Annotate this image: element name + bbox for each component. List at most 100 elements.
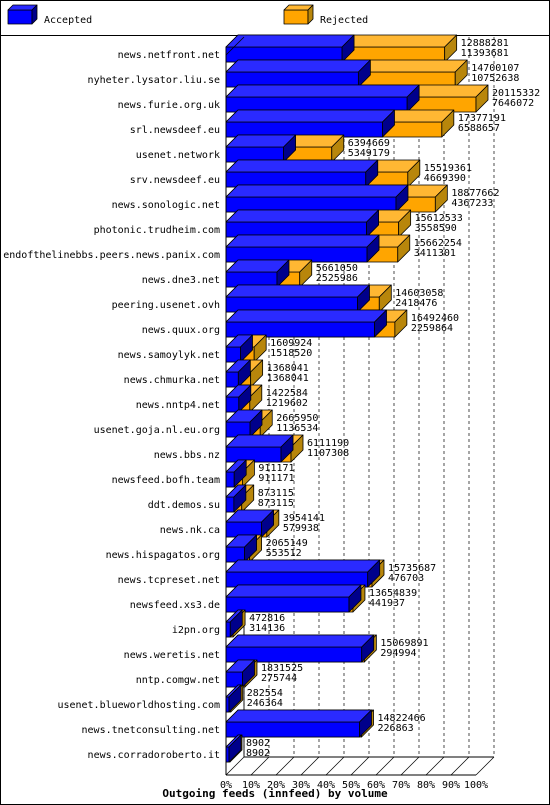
bar-accepted-side (374, 309, 387, 338)
category-label: usenet.network (136, 150, 220, 161)
bars (225, 34, 489, 763)
category-label: srl.newsdeef.eu (130, 125, 220, 136)
bar-accepted-front (225, 496, 235, 513)
value-label-accepted: 2065149 (266, 538, 308, 549)
value-label-accepted: 20115332 (492, 88, 540, 99)
value-label-rejected: 911171 (258, 473, 294, 484)
bar-accepted-top (225, 309, 387, 323)
bar-rejected-side (250, 359, 264, 388)
x-tick-label: 20% (267, 780, 285, 791)
bar-accepted-side (341, 34, 355, 63)
grid-line-floor (425, 756, 445, 776)
bar-accepted-side (395, 184, 409, 213)
grid-line-floor (375, 756, 395, 776)
bar-accepted-side (366, 234, 380, 263)
category-label: news.hispagatos.org (106, 550, 220, 561)
bar-accepted-top (225, 584, 362, 598)
value-label-rejected: 1219602 (266, 398, 308, 409)
bar-accepted-side (233, 459, 247, 488)
grid-line-floor (450, 756, 470, 776)
value-label-accepted: 873115 (258, 488, 294, 499)
x-tick-label: 80% (417, 780, 435, 791)
bar-accepted-side (228, 734, 242, 763)
bar-accepted (225, 559, 381, 588)
category-label: news.netfront.net (118, 50, 220, 61)
value-label-rejected: 314136 (249, 623, 285, 634)
bar-accepted (225, 484, 247, 513)
bar-accepted (225, 234, 380, 263)
category-label: news.tcpreset.net (118, 575, 220, 586)
bar-rejected-side (394, 309, 408, 338)
x-tick-label: 30% (292, 780, 310, 791)
bar-accepted-front (225, 721, 360, 738)
value-label-accepted: 5661050 (316, 263, 358, 274)
bar-rejected-side (331, 134, 345, 163)
legend-swatch-rejected (283, 4, 314, 25)
value-label-rejected: 3558590 (415, 223, 457, 234)
bar-rejected-side (441, 109, 455, 138)
bar-accepted (225, 59, 371, 88)
bar-accepted-top (225, 559, 381, 573)
bar-accepted-side (238, 384, 252, 413)
value-label-accepted: 1368041 (267, 363, 309, 374)
value-label-rejected: 226863 (378, 723, 414, 734)
bar-accepted-top (225, 59, 371, 73)
value-label-rejected: 2259864 (411, 323, 453, 334)
bar-accepted-side (366, 209, 379, 238)
value-label-accepted: 18877662 (451, 188, 499, 199)
value-label-accepted: 15519361 (424, 163, 472, 174)
value-label-rejected: 6588657 (458, 123, 500, 134)
value-label-accepted: 911171 (258, 463, 294, 474)
category-label: usenet.goja.nl.eu.org (94, 425, 220, 436)
bar-accepted-front (225, 371, 239, 388)
bar-accepted-side (228, 684, 242, 713)
bar-accepted-top (225, 209, 379, 223)
bar-accepted (225, 334, 253, 363)
value-label-rejected: 246364 (247, 698, 283, 709)
bar-accepted-top (225, 184, 409, 198)
bar-accepted-side (367, 559, 381, 588)
bar-accepted (225, 209, 379, 238)
bar-rejected-side (398, 209, 412, 238)
value-label-accepted: 15735687 (388, 563, 436, 574)
bar-rejected-side (378, 284, 392, 313)
category-label: news.samoylyk.net (118, 350, 220, 361)
bar-accepted-side (382, 109, 395, 138)
value-label-accepted: 8902 (246, 738, 270, 749)
category-label: news.weretis.net (124, 650, 220, 661)
category-label: nntp.comgw.net (136, 675, 220, 686)
bar-accepted-side (365, 159, 379, 188)
value-label-accepted: 6394669 (348, 138, 390, 149)
bar-accepted-side (357, 284, 370, 313)
value-label-accepted: 282554 (247, 688, 283, 699)
category-label: news.nntp4.net (136, 400, 220, 411)
bar-rejected-side (242, 459, 255, 488)
x-tick-label: 50% (342, 780, 360, 791)
value-label-rejected: 7646072 (492, 98, 534, 109)
grid-line-floor (325, 756, 345, 776)
value-label-accepted: 13654839 (369, 588, 417, 599)
value-label-rejected: 4367233 (451, 198, 493, 209)
category-label: usenet.blueworldhosting.com (57, 700, 220, 711)
category-label: newsfeed.bofh.team (112, 475, 220, 486)
value-label-accepted: 16492460 (411, 313, 459, 324)
value-label-rejected: 873115 (258, 498, 294, 509)
bar-accepted (225, 684, 242, 713)
bar-rejected-side (475, 84, 489, 113)
category-label: newsfeed.xs3.de (130, 600, 220, 611)
category-label: srv.newsdeef.eu (130, 175, 220, 186)
bar-accepted-side (361, 634, 375, 663)
category-label: news.dne3.net (142, 275, 220, 286)
grid-line-floor (475, 756, 495, 776)
bar-accepted (225, 609, 243, 638)
value-label-rejected: 2418476 (395, 298, 437, 309)
bar-rejected-side (259, 409, 273, 438)
grid-line-floor (275, 756, 295, 776)
x-tick-label: 70% (392, 780, 410, 791)
grid-line-floor (300, 756, 320, 776)
category-label: news.nk.ca (160, 525, 220, 536)
bar-accepted (225, 159, 379, 188)
value-label-accepted: 12888281 (461, 38, 509, 49)
